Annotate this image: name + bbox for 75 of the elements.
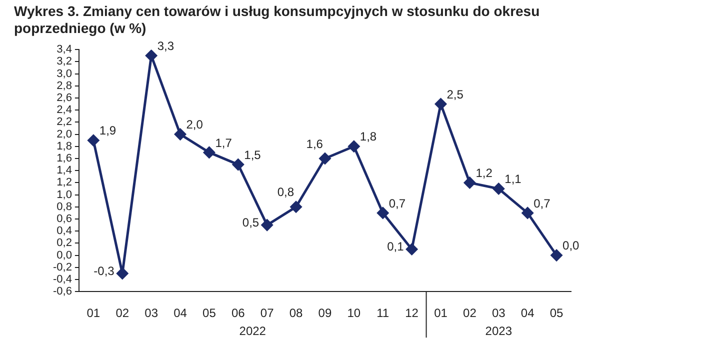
- y-tick-label: 1,6: [56, 152, 72, 165]
- data-label: 0,7: [534, 196, 551, 210]
- data-label: 1,2: [476, 166, 493, 180]
- data-label: -0,3: [94, 264, 115, 278]
- point: [435, 98, 447, 110]
- data-label: 0,0: [562, 238, 580, 253]
- point: [377, 207, 389, 219]
- point: [522, 207, 534, 219]
- x-tick-label: 06: [231, 306, 246, 320]
- y-tick-label: 1,8: [56, 140, 72, 152]
- x-tick-label: 09: [318, 306, 332, 320]
- data-label: 1,1: [504, 172, 522, 186]
- data-label: 2,0: [186, 118, 204, 132]
- data-label: 1,7: [215, 136, 232, 150]
- data-label: 1,9: [99, 124, 116, 138]
- point: [550, 250, 562, 262]
- data-label: 0,5: [242, 215, 260, 230]
- x-tick-label: 03: [144, 306, 158, 320]
- y-tick-label: 0,4: [56, 225, 72, 238]
- x-tick-label: 05: [550, 306, 564, 320]
- point: [116, 268, 128, 280]
- text: 2023: [485, 324, 512, 338]
- data-label: 2,5: [446, 87, 464, 102]
- x-tick-label: 10: [347, 306, 361, 320]
- x-tick-label: 08: [289, 306, 304, 320]
- y-tick-label: 1,2: [56, 176, 72, 189]
- x-tick-label: 03: [492, 306, 506, 320]
- point: [146, 50, 158, 62]
- y-tick-label: 2,0: [56, 128, 72, 140]
- data-label: 0,8: [277, 185, 294, 200]
- y-tick-label: 2,6: [56, 92, 72, 104]
- x-tick-label: 07: [260, 306, 274, 320]
- y-tick-label: 0,2: [56, 237, 72, 250]
- data-label: 0,1: [387, 240, 404, 254]
- x-tick-label: 02: [463, 306, 477, 320]
- x-tick-label: 04: [174, 306, 188, 320]
- point: [290, 201, 302, 213]
- point: [348, 140, 360, 152]
- point: [464, 176, 476, 188]
- x-tick-label: 02: [116, 306, 130, 320]
- x-tick-label: 12: [405, 306, 419, 320]
- y-tick-label: 1,4: [56, 164, 72, 177]
- y-tick-label: 1,0: [56, 188, 72, 201]
- x-tick-label: 04: [520, 306, 535, 320]
- x-tick-label: 11: [376, 306, 390, 320]
- data-label: 1,5: [244, 148, 262, 162]
- chart-title: Wykres 3. Zmiany cen towarów i usług konsumpcyjnych w stosunku do okresu poprzedniego (w %): [14, 3, 541, 37]
- data-label: 3,3: [157, 38, 174, 53]
- x-tick-label: 01: [86, 306, 100, 320]
- data-label: 1,8: [360, 130, 377, 144]
- y-tick-label: 3,4: [56, 44, 72, 56]
- x-tick-label: 01: [434, 306, 448, 320]
- point: [232, 158, 244, 170]
- text: 2022: [239, 324, 266, 338]
- y-tick-label: -0,4: [52, 274, 72, 286]
- point: [406, 244, 418, 255]
- y-tick-label: 0,8: [56, 200, 72, 213]
- y-tick-label: 2,8: [56, 80, 72, 92]
- y-tick-label: 2,2: [56, 116, 72, 128]
- point: [492, 183, 504, 194]
- point: [88, 134, 100, 146]
- y-tick-label: 3,0: [56, 68, 72, 80]
- data-label: 1,6: [306, 136, 324, 151]
- data-label: 0,7: [388, 196, 406, 210]
- y-tick-label: 2,4: [56, 104, 72, 116]
- point: [203, 146, 215, 158]
- y-tick-label: -0,2: [52, 261, 72, 274]
- x-tick-label: 05: [202, 306, 216, 320]
- point: [261, 219, 273, 231]
- point: [319, 152, 331, 164]
- y-tick-label: 3,2: [56, 56, 72, 68]
- y-tick-label: 0,0: [56, 249, 72, 262]
- point: [174, 128, 186, 140]
- y-tick-label: -0,6: [52, 286, 72, 298]
- y-tick-label: 0,6: [56, 213, 72, 226]
